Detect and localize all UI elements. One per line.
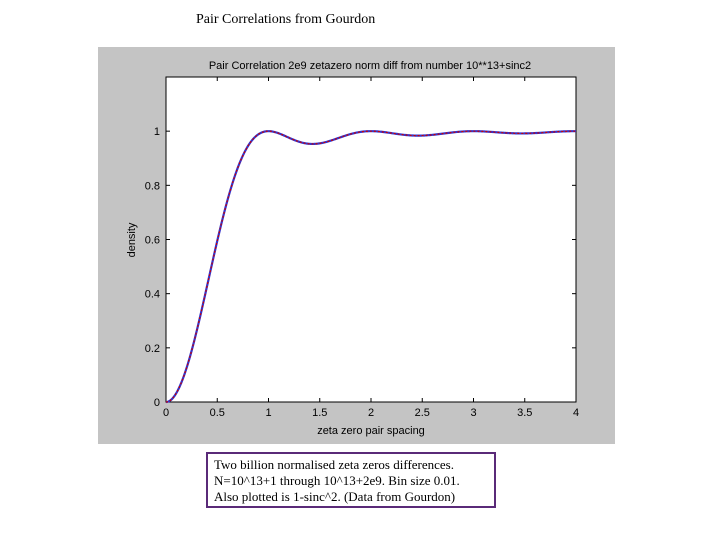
series-line-overlay	[165, 130, 576, 403]
x-tick-label: 4	[573, 407, 579, 419]
x-tick-label: 0.5	[210, 407, 225, 419]
tick-marks	[165, 77, 577, 403]
caption-line-3: Also plotted is 1-sinc^2. (Data from Gou…	[214, 489, 456, 504]
caption-line-1: Two billion normalised zeta zeros differ…	[214, 457, 454, 472]
caption-box: Two billion normalised zeta zeros differ…	[206, 452, 496, 508]
caption-line-2: N=10^13+1 through 10^13+2e9. Bin size 0.…	[214, 473, 460, 488]
y-axis-label: density	[126, 222, 138, 257]
y-tick-label: 0	[154, 397, 160, 409]
x-tick-label: 2	[368, 407, 374, 419]
slide-title: Pair Correlations from Gourdon	[196, 12, 376, 27]
figure-window: Pair Correlation 2e9 zetazero norm diff …	[98, 47, 615, 444]
y-tick-label: 0.2	[145, 343, 160, 355]
y-tick-labels: 0 0.2 0.4 0.6 0.8 1	[145, 126, 160, 409]
x-tick-label: 0	[163, 407, 169, 419]
x-tick-label: 1	[265, 407, 271, 419]
plot-title: Pair Correlation 2e9 zetazero norm diff …	[209, 60, 531, 72]
x-tick-label: 1.5	[312, 407, 327, 419]
x-tick-label: 2.5	[415, 407, 430, 419]
plot-area	[165, 76, 577, 403]
x-tick-label: 3	[470, 407, 476, 419]
x-tick-labels: 0 0.5 1 1.5 2 2.5 3 3.5 4	[163, 407, 579, 419]
y-tick-label: 0.8	[145, 180, 160, 192]
x-tick-label: 3.5	[517, 407, 532, 419]
y-tick-label: 1	[154, 126, 160, 138]
pair-correlation-chart: Pair Correlation 2e9 zetazero norm diff …	[126, 60, 579, 437]
y-tick-label: 0.4	[145, 289, 160, 301]
y-tick-label: 0.6	[145, 235, 160, 247]
x-axis-label: zeta zero pair spacing	[317, 425, 425, 437]
